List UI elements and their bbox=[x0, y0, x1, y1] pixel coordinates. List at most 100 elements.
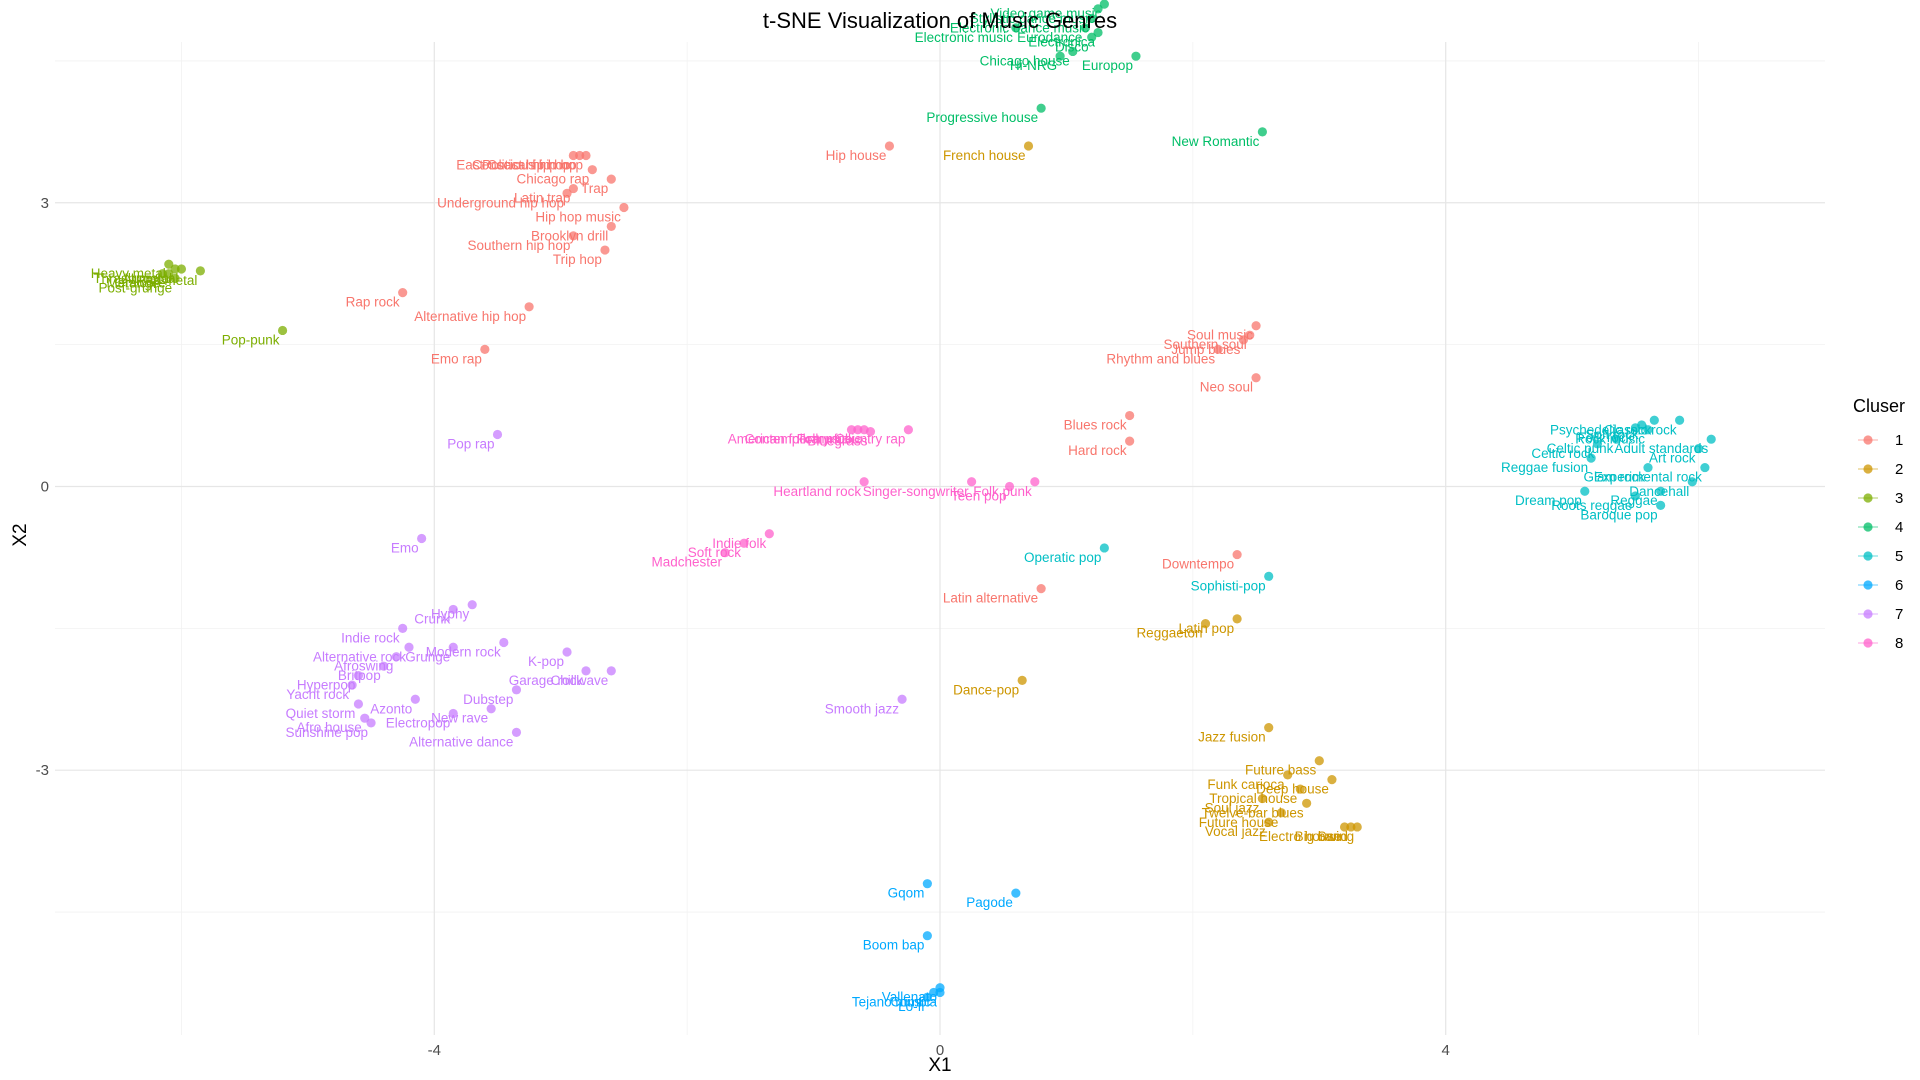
data-point bbox=[935, 987, 945, 998]
point-label: Emo rap bbox=[431, 351, 482, 366]
point-label: Political hip hop bbox=[482, 157, 577, 172]
data-point bbox=[1087, 32, 1097, 42]
point-label: Modern rock bbox=[426, 645, 501, 660]
point-label: Soul jazz bbox=[1205, 801, 1260, 816]
legend-key bbox=[1863, 435, 1873, 445]
data-point bbox=[1630, 491, 1640, 501]
point-label: Rock music bbox=[1575, 432, 1645, 447]
legend-label: 8 bbox=[1895, 635, 1903, 652]
x-tick-label: 4 bbox=[1442, 1042, 1450, 1059]
data-point bbox=[1093, 27, 1103, 38]
point-label: Rap metal bbox=[136, 273, 198, 288]
point-label: Contemporary folk bbox=[745, 432, 856, 447]
data-point bbox=[277, 325, 288, 336]
data-point bbox=[568, 150, 578, 161]
point-label: Yacht rock bbox=[286, 687, 349, 702]
data-point bbox=[176, 264, 187, 274]
point-label: Glam rock bbox=[1583, 470, 1645, 485]
point-label: Madchester bbox=[652, 555, 723, 570]
point-label: Reggaeton bbox=[1136, 626, 1202, 641]
data-point bbox=[1055, 51, 1065, 61]
data-point bbox=[467, 600, 477, 610]
point-label: Conscious hip hop bbox=[472, 157, 583, 172]
data-point bbox=[587, 165, 597, 175]
data-point bbox=[1023, 141, 1034, 151]
point-label: Funk carioca bbox=[1207, 777, 1285, 792]
data-point bbox=[1004, 481, 1015, 492]
point-label: Neo soul bbox=[1200, 380, 1253, 395]
legend-label: 6 bbox=[1895, 577, 1903, 594]
data-point bbox=[1030, 477, 1040, 487]
data-point bbox=[170, 273, 180, 284]
data-point bbox=[1295, 784, 1305, 794]
point-label: French house bbox=[943, 148, 1026, 163]
point-label: Dubstep bbox=[463, 692, 513, 707]
point-label: Jump blues bbox=[1171, 342, 1240, 357]
point-label: Underground hip hop bbox=[437, 195, 564, 210]
data-point bbox=[1276, 808, 1286, 818]
data-point bbox=[581, 150, 591, 161]
data-point bbox=[353, 671, 364, 681]
data-point bbox=[1099, 0, 1109, 9]
point-label: Quiet storm bbox=[286, 706, 356, 721]
legend-key bbox=[1863, 638, 1873, 648]
data-point bbox=[1011, 888, 1021, 898]
data-point bbox=[1346, 822, 1356, 832]
point-label: Grunge bbox=[405, 649, 450, 664]
point-label: Indie folk bbox=[712, 536, 766, 551]
data-point bbox=[1580, 486, 1590, 496]
data-point bbox=[764, 529, 774, 539]
point-label: Afroswing bbox=[334, 659, 393, 674]
data-point bbox=[1675, 415, 1685, 425]
point-label: Reggae fusion bbox=[1501, 460, 1588, 475]
point-label: Chicago house bbox=[980, 53, 1070, 68]
point-label: Sophisti-pop bbox=[1191, 578, 1266, 593]
data-point bbox=[606, 221, 616, 232]
point-label: Soft rock bbox=[688, 545, 742, 560]
data-point bbox=[1232, 549, 1242, 560]
point-label: Dream pop bbox=[1515, 493, 1582, 508]
point-label: American folk music bbox=[728, 432, 849, 447]
data-point bbox=[922, 879, 932, 889]
data-point bbox=[1592, 439, 1603, 449]
point-label: Dancehall bbox=[1629, 484, 1689, 499]
data-point bbox=[448, 708, 458, 719]
point-label: Electro house bbox=[1259, 829, 1342, 844]
data-point bbox=[1068, 46, 1078, 57]
point-label: Teen pop bbox=[951, 488, 1007, 503]
data-point bbox=[1131, 51, 1141, 61]
data-point bbox=[1017, 675, 1027, 685]
point-label: Brooklyn drill bbox=[531, 228, 608, 243]
point-label: Adult standards bbox=[1614, 441, 1708, 456]
data-point bbox=[897, 694, 907, 704]
point-label: Tejano music bbox=[852, 994, 931, 1009]
data-point bbox=[366, 718, 376, 728]
data-point bbox=[1693, 444, 1704, 454]
data-point bbox=[1352, 822, 1362, 832]
point-label: Deep house bbox=[1256, 782, 1329, 797]
data-point bbox=[398, 288, 408, 298]
legend-label: 2 bbox=[1895, 461, 1903, 478]
data-point bbox=[1213, 344, 1223, 354]
data-point bbox=[859, 477, 869, 487]
point-label: Sunshine pop bbox=[285, 725, 368, 740]
point-label: Swing bbox=[1317, 829, 1354, 844]
point-label: Progressive house bbox=[926, 110, 1038, 125]
legend-label: 7 bbox=[1895, 606, 1903, 623]
legend-label: 3 bbox=[1895, 490, 1903, 507]
data-point bbox=[1238, 335, 1249, 345]
data-point bbox=[480, 344, 490, 354]
point-label: Grunge bbox=[114, 276, 159, 291]
data-point bbox=[1264, 817, 1274, 827]
legend-label: 5 bbox=[1895, 548, 1903, 565]
point-label: Video game music bbox=[991, 6, 1102, 21]
data-point bbox=[1036, 103, 1046, 113]
data-point bbox=[1036, 584, 1046, 594]
data-point bbox=[1257, 127, 1267, 137]
point-label: Alternative dance bbox=[409, 734, 513, 749]
legend: Cluser 1 2 3 4 5 6 7 8 bbox=[1853, 396, 1905, 652]
point-label: Jazz fusion bbox=[1198, 730, 1266, 745]
point-label: Crunk bbox=[414, 611, 450, 626]
point-label: Electronic dance music bbox=[950, 20, 1089, 35]
